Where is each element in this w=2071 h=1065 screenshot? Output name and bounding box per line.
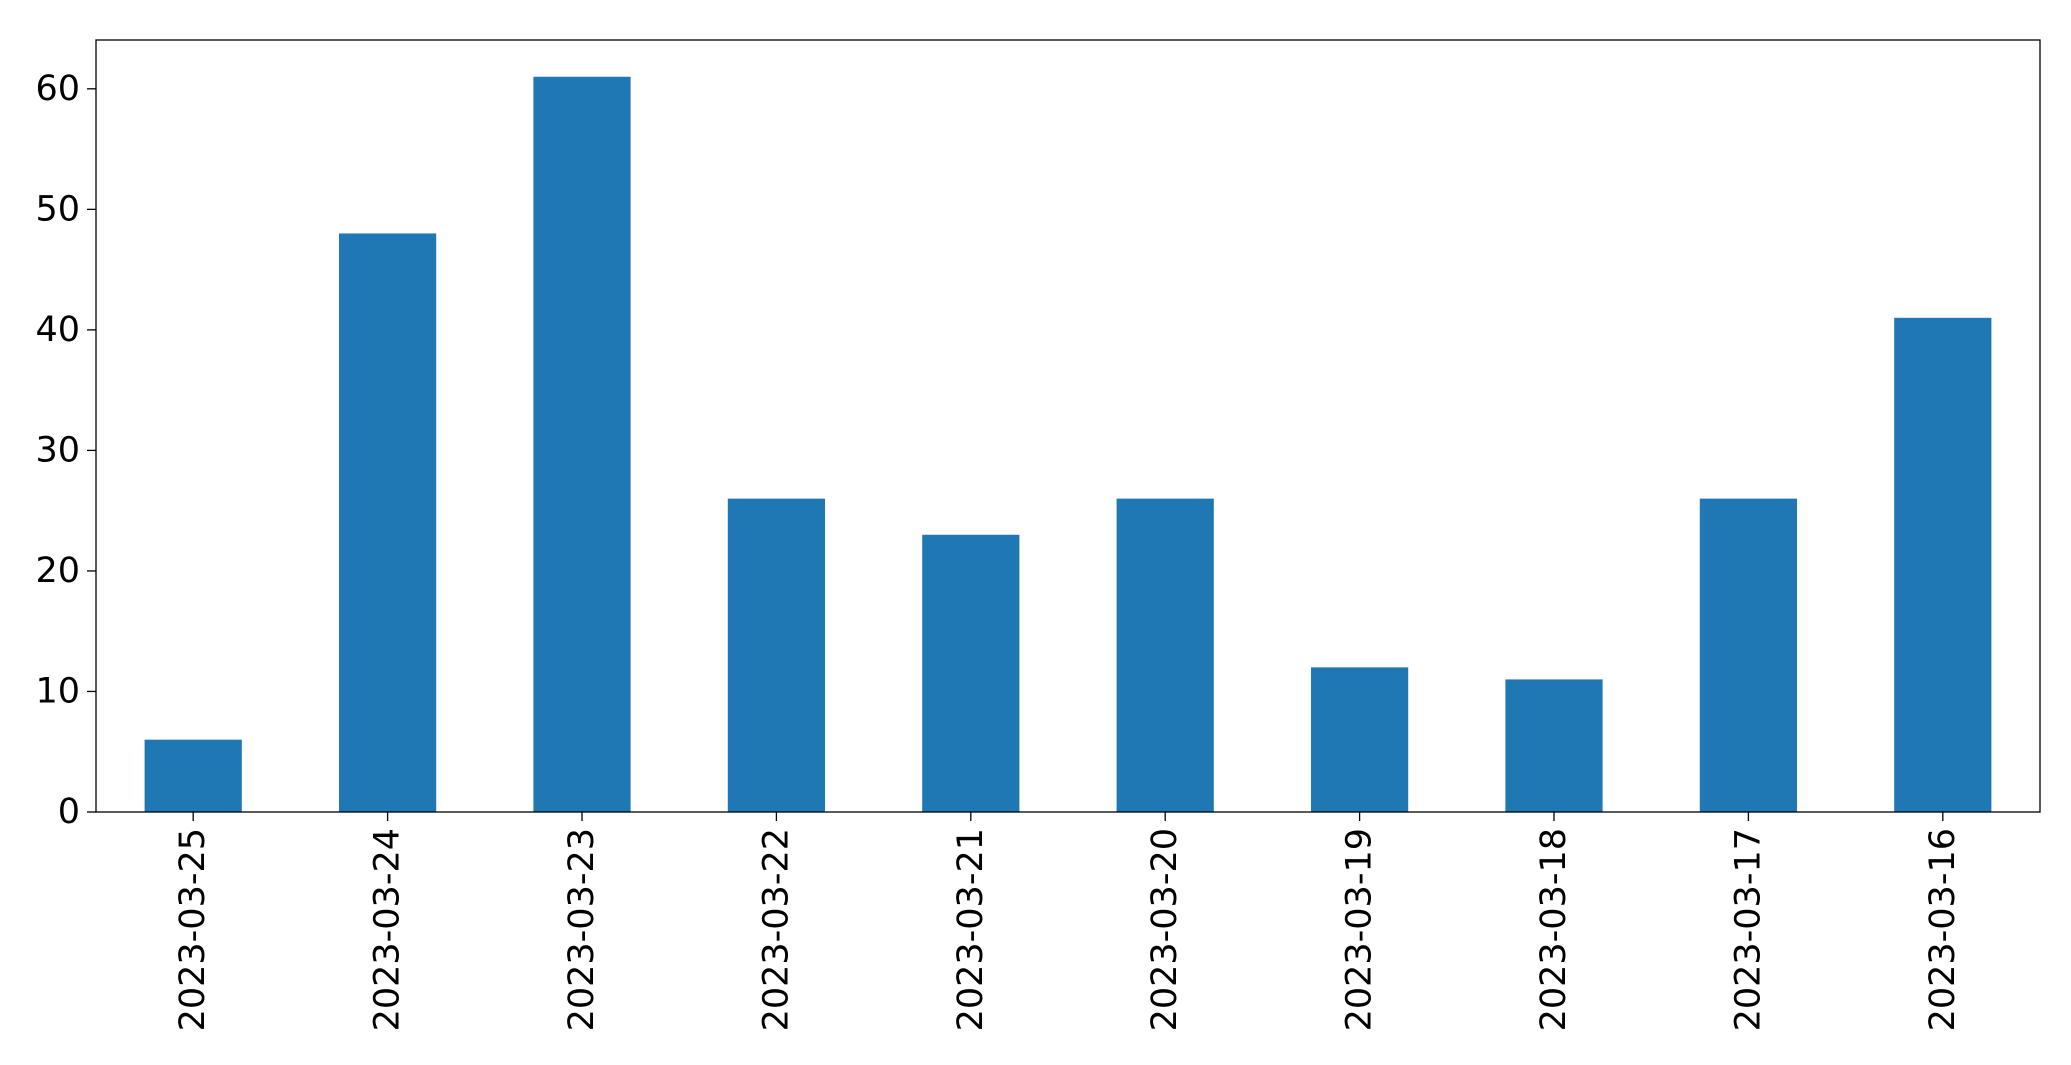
- y-tick-label: 60: [35, 69, 80, 109]
- y-tick-label: 30: [35, 430, 80, 470]
- y-tick-label: 10: [35, 671, 80, 711]
- bar: [1311, 667, 1409, 812]
- x-tick-label: 2023-03-20: [1145, 828, 1185, 1031]
- x-tick-label: 2023-03-16: [1923, 828, 1963, 1031]
- plot-frame: [95, 39, 2041, 813]
- bar: [1505, 679, 1603, 812]
- x-tick-label: 2023-03-21: [951, 828, 991, 1031]
- bar: [1894, 317, 1992, 812]
- y-tick-label: 20: [35, 551, 80, 591]
- bar: [533, 76, 631, 812]
- x-tick-label: 2023-03-24: [368, 828, 408, 1031]
- x-tick-label: 2023-03-17: [1728, 828, 1768, 1031]
- bar: [1116, 498, 1214, 812]
- y-tick-label: 50: [35, 189, 80, 229]
- bar: [922, 534, 1020, 812]
- y-tick-label: 0: [58, 792, 80, 832]
- y-tick-label: 40: [35, 310, 80, 350]
- x-tick-label: 2023-03-19: [1340, 828, 1380, 1031]
- bar: [1699, 498, 1797, 812]
- x-tick-label: 2023-03-22: [756, 828, 796, 1031]
- x-tick-label: 2023-03-25: [173, 828, 213, 1031]
- x-tick-label: 2023-03-23: [562, 828, 602, 1031]
- bar: [339, 233, 437, 812]
- bar: [144, 739, 242, 812]
- x-tick-label: 2023-03-18: [1534, 828, 1574, 1031]
- bar: [727, 498, 825, 812]
